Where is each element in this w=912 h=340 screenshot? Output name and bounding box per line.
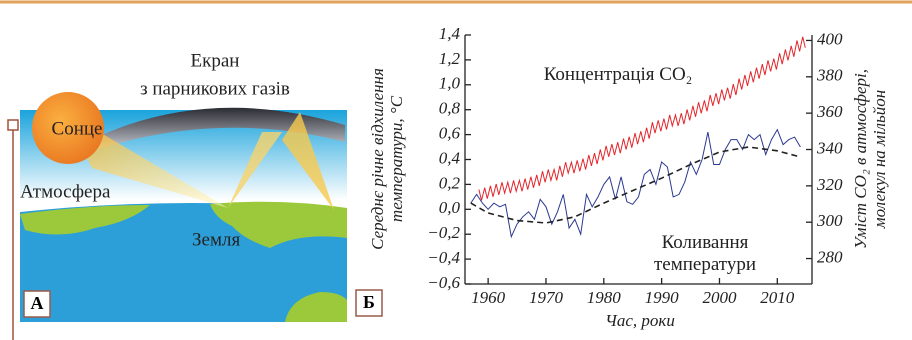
x-tick-label: 1960 bbox=[471, 288, 506, 307]
y-tick-label: 1,2 bbox=[439, 49, 461, 68]
y2-tick-label: 380 bbox=[816, 66, 843, 85]
chart: −0,6 −0,4 −0,2 0,0 0,2 0,4 0,6 0,8 1,0 1,2 1,4 280 3… bbox=[427, 24, 843, 307]
y-tick-label: 0,8 bbox=[439, 99, 461, 118]
x-tick-label: 1970 bbox=[529, 288, 564, 307]
y2-tick-label: 400 bbox=[817, 29, 843, 48]
x-tick-label: 1990 bbox=[645, 288, 680, 307]
y2-tick-label: 280 bbox=[817, 247, 843, 266]
series-label: Концентрація CO₂ bbox=[543, 64, 693, 85]
series-line bbox=[478, 36, 806, 201]
sun-label: Сонце bbox=[52, 118, 103, 139]
y2-axis-title: Уміст CO₂ в атмосфері, молекул на мільйон bbox=[851, 34, 889, 284]
gas-screen bbox=[95, 107, 345, 150]
y-tick-label: −0,2 bbox=[427, 223, 460, 242]
y2-tick-label: 340 bbox=[816, 138, 843, 157]
sun-beam bbox=[62, 110, 228, 208]
returned-beam bbox=[282, 112, 334, 210]
x-axis-title: Час, роки bbox=[605, 311, 675, 330]
y-tick-label: 0,2 bbox=[439, 173, 461, 192]
x-tick-label: 1980 bbox=[587, 288, 622, 307]
panel-label: А bbox=[31, 293, 44, 313]
y-axis-title: Середнє річне відхилення температури, °C bbox=[368, 34, 406, 284]
y-tick-label: 0,4 bbox=[439, 148, 461, 167]
screen-label: з парникових газів bbox=[140, 78, 290, 99]
earth-label: Земля bbox=[192, 229, 240, 250]
y-tick-label: −0,6 bbox=[427, 273, 460, 292]
y-tick-label: 1,4 bbox=[439, 24, 461, 43]
margin-marker bbox=[7, 119, 19, 131]
y2-axis-title-line: Уміст CO₂ в атмосфері, bbox=[851, 69, 870, 249]
land bbox=[285, 292, 347, 322]
y-axis-title-line: Середнє річне відхилення bbox=[368, 68, 387, 250]
x-tick-label: 2000 bbox=[702, 288, 737, 307]
y2-tick-label: 300 bbox=[816, 211, 843, 230]
x-tick-label: 2010 bbox=[760, 288, 795, 307]
sun bbox=[32, 92, 104, 164]
series-line bbox=[470, 146, 801, 224]
panel-box bbox=[23, 290, 51, 318]
reflected-beam bbox=[228, 132, 282, 208]
land bbox=[210, 201, 347, 248]
y-tick-label: 1,0 bbox=[439, 74, 461, 93]
atmosphere-label: Атмосфера bbox=[20, 181, 111, 202]
land bbox=[20, 205, 150, 235]
series-line bbox=[470, 128, 801, 239]
illustration: Екран з парникових газів Сонце Атмосфера… bbox=[20, 50, 347, 322]
y2-tick-label: 320 bbox=[816, 175, 843, 194]
series-label: Коливання температури bbox=[653, 232, 757, 275]
y-tick-label: 0,0 bbox=[439, 198, 461, 217]
y2-tick-label: 360 bbox=[816, 102, 843, 121]
y2-axis-title-line: молекул на мільйон bbox=[870, 89, 889, 229]
screen-label: Екран bbox=[191, 50, 240, 71]
panel-label: Б bbox=[363, 292, 375, 312]
y-tick-label: 0,6 bbox=[439, 124, 461, 143]
y-axis-title-line: температури, °C bbox=[387, 95, 406, 223]
y-tick-label: −0,4 bbox=[427, 248, 460, 267]
panel-box bbox=[355, 289, 383, 317]
